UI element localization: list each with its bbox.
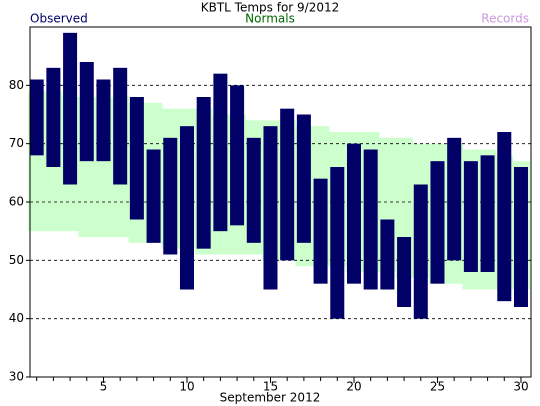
observed-bar	[497, 132, 512, 302]
observed-bar	[397, 237, 412, 307]
x-axis-label: September 2012	[220, 391, 321, 405]
observed-bar	[280, 108, 295, 261]
observed-bar	[29, 79, 44, 156]
legend-label: Normals	[245, 12, 295, 26]
x-tick-label: 20	[346, 380, 361, 394]
legend-label: Records	[481, 12, 529, 26]
observed-bar	[463, 161, 478, 272]
observed-bar	[146, 149, 161, 243]
plot-frame	[29, 26, 532, 378]
observed-bar	[430, 161, 445, 284]
x-tick-label: 5	[100, 380, 108, 394]
x-tick-label: 30	[513, 380, 528, 394]
observed-bar	[179, 126, 194, 290]
observed-bar	[196, 97, 211, 249]
observed-bar	[330, 167, 345, 319]
observed-bar	[246, 137, 261, 243]
observed-bar	[46, 67, 61, 167]
observed-bar	[230, 85, 245, 226]
y-tick-label: 60	[9, 195, 24, 209]
observed-bar	[363, 149, 378, 290]
observed-bar	[163, 137, 178, 255]
observed-bar	[513, 167, 528, 307]
observed-bar	[296, 114, 311, 243]
chart-title: KBTL Temps for 9/2012	[201, 1, 340, 15]
y-tick-label: 70	[9, 136, 24, 150]
observed-bar	[63, 32, 78, 185]
y-tick-label: 80	[9, 78, 24, 92]
x-tick-label: 10	[179, 380, 194, 394]
observed-bar	[447, 137, 462, 261]
observed-bar	[480, 155, 495, 272]
y-tick-label: 30	[9, 370, 24, 384]
observed-bar	[263, 126, 278, 290]
observed-bar	[96, 79, 111, 162]
y-tick-label: 50	[9, 253, 24, 267]
observed-bar	[346, 143, 361, 284]
observed-bar	[413, 184, 428, 319]
x-tick-label: 25	[430, 380, 445, 394]
observed-bar	[213, 73, 228, 232]
x-tick-label: 15	[263, 380, 278, 394]
observed-bar	[129, 97, 144, 220]
observed-bar	[113, 67, 128, 185]
observed-bar	[79, 62, 94, 162]
observed-bar	[380, 219, 395, 290]
observed-bar	[313, 178, 328, 284]
y-tick-label: 40	[9, 311, 24, 325]
legend-label: Observed	[30, 12, 88, 26]
